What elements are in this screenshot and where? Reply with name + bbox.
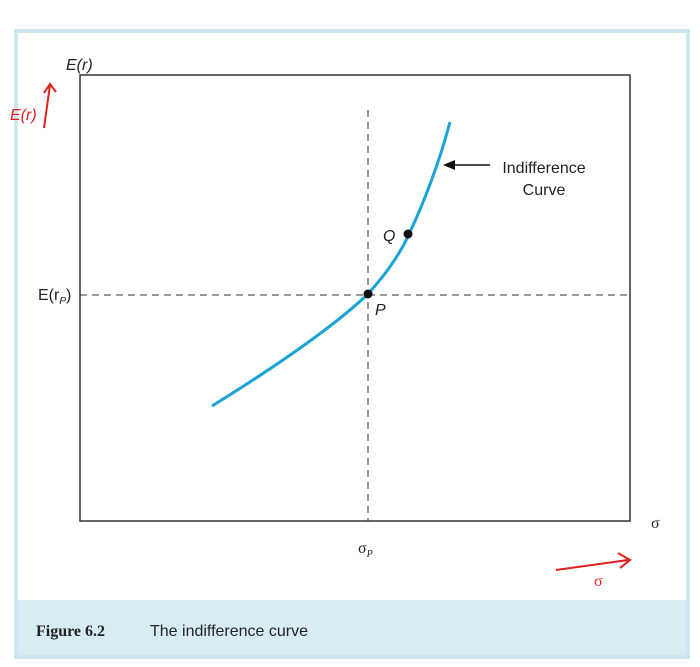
point-label: P <box>375 302 386 319</box>
handwritten-note: E(r) <box>10 107 37 124</box>
label-part: σ <box>358 540 367 557</box>
indifference-curve <box>211 121 452 408</box>
handwritten-arrow <box>555 552 632 571</box>
figure-frame <box>14 29 690 659</box>
point <box>403 229 413 239</box>
label-subscript: P <box>366 549 373 560</box>
plot-frame <box>79 74 631 522</box>
x-axis-label: σ <box>651 515 660 532</box>
label-subscript: P <box>59 296 66 307</box>
point-label: Q <box>383 228 395 245</box>
reference-label: σP <box>358 540 373 560</box>
label-part: ) <box>66 287 71 304</box>
caption-text: The indifference curve <box>150 623 308 640</box>
curve-label: Indifference <box>502 160 585 177</box>
handwritten-arrow <box>43 82 57 129</box>
label-part: E(r <box>38 287 60 304</box>
caption-number: Figure 6.2 <box>36 623 105 640</box>
caption-band <box>18 600 686 655</box>
reference-label: E(rP) <box>38 287 71 307</box>
y-axis-label: E(r) <box>66 57 93 74</box>
handwritten-note: σ <box>594 573 603 590</box>
arrowhead <box>443 160 455 170</box>
point <box>363 289 373 299</box>
curve-label: Curve <box>523 182 566 199</box>
